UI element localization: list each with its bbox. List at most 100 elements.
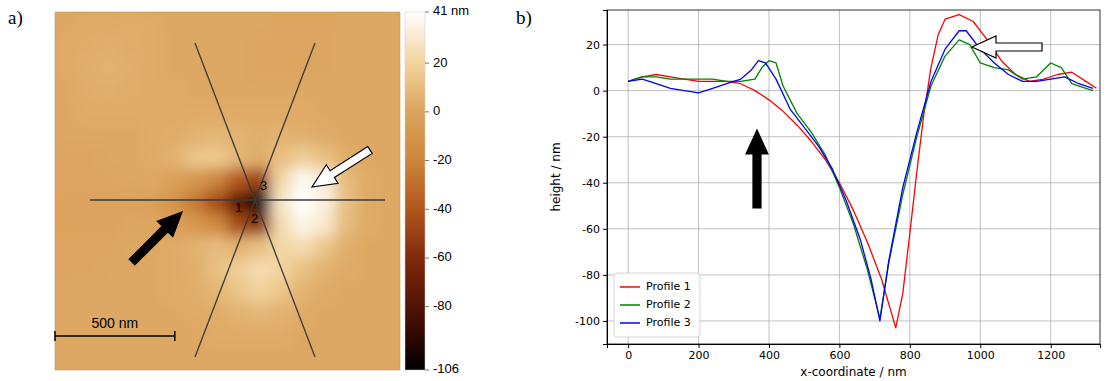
heatmap-cell — [206, 124, 228, 147]
heatmap-cell — [249, 236, 271, 259]
x-tick-mark — [1051, 344, 1052, 348]
colorbar-tick-label: 0 — [433, 103, 440, 118]
heatmap-cell — [163, 236, 185, 259]
heatmap-cell — [249, 12, 271, 35]
colorbar-tick — [425, 12, 429, 13]
heatmap-cell — [98, 236, 120, 259]
heatmap-cell — [163, 303, 185, 326]
heatmap-cell — [249, 57, 271, 80]
heatmap-cell — [120, 34, 142, 57]
x-tick: 800 — [900, 344, 921, 362]
heatmap-cell — [184, 79, 206, 102]
legend-swatch — [620, 304, 640, 306]
heatmap-cell — [271, 34, 293, 57]
y-tick-label: -40 — [582, 177, 600, 190]
grid-line-y — [607, 182, 1100, 183]
heatmap-cell — [292, 325, 314, 348]
heatmap-cell — [98, 348, 120, 370]
heatmap-cell — [357, 57, 379, 80]
heatmap-cell — [141, 169, 163, 192]
heatmap-cell — [184, 281, 206, 304]
heatmap-cell — [141, 57, 163, 80]
arrow-white — [312, 147, 372, 187]
x-tick-mark — [980, 344, 981, 348]
heatmap-cell — [314, 34, 336, 57]
profile-lines — [90, 43, 385, 357]
heatmap-cell — [98, 258, 120, 281]
heatmap-cell — [141, 281, 163, 304]
heatmap-cell — [206, 348, 228, 370]
heatmap-cell — [77, 213, 99, 236]
heatmap-cell — [292, 169, 314, 192]
heatmap-cell — [292, 57, 314, 80]
heatmap-cell — [228, 57, 250, 80]
y-tick: -60 — [582, 223, 607, 236]
legend-swatch — [620, 286, 640, 288]
x-tick-label: 600 — [829, 349, 850, 362]
x-tick-label: 800 — [900, 349, 921, 362]
heatmap-cell — [314, 12, 336, 35]
heatmap-cell — [357, 102, 379, 125]
heatmap-cell — [335, 191, 357, 214]
heatmap-cell — [335, 124, 357, 147]
heatmap-cell — [120, 348, 142, 370]
heatmap-cell — [314, 325, 336, 348]
panel-label: a) — [8, 7, 23, 29]
panel-a: a)123500 nm41 nm200-20-40-60-80-106 — [8, 3, 469, 376]
heatmap-cell — [378, 303, 400, 326]
colorbar-tick — [425, 63, 429, 64]
heatmap-cell — [206, 57, 228, 80]
y-tick: 20 — [586, 39, 607, 52]
heatmap-cell — [228, 348, 250, 370]
scale-bar: 500 nm — [55, 315, 175, 341]
heatmap-cell — [249, 124, 271, 147]
heatmap-cell — [314, 124, 336, 147]
x-tick-label: 200 — [689, 349, 710, 362]
heatmap-cell — [184, 124, 206, 147]
heatmap-cell — [228, 281, 250, 304]
heatmap-cell — [335, 325, 357, 348]
heatmap-cell — [357, 169, 379, 192]
heatmap-cell — [98, 213, 120, 236]
grid-line-x — [909, 10, 910, 344]
heatmap-cell — [335, 213, 357, 236]
y-tick-label: 0 — [593, 85, 600, 98]
heatmap-cell — [120, 124, 142, 147]
heatmap-cell — [163, 124, 185, 147]
x-tick-mark — [769, 344, 770, 348]
heatmap-cell — [120, 281, 142, 304]
heatmap-cell — [314, 348, 336, 370]
legend-label: Profile 2 — [646, 298, 691, 311]
heatmap-cell — [271, 79, 293, 102]
heatmap-cell — [77, 12, 99, 35]
heatmap-cell — [357, 303, 379, 326]
grid-line-y — [607, 228, 1100, 229]
grid-line-x — [980, 10, 981, 344]
x-tick: 600 — [829, 344, 850, 362]
y-tick-mark — [603, 275, 607, 276]
colorbar-tick — [425, 160, 429, 161]
heatmap-cell — [292, 258, 314, 281]
colorbar-tick-label: -20 — [433, 152, 452, 167]
heatmap-cell — [184, 191, 206, 214]
heatmap-cell — [206, 191, 228, 214]
heatmap-cell — [378, 102, 400, 125]
figure: a)123500 nm41 nm200-20-40-60-80-106b)020… — [0, 0, 1108, 381]
grid-line-x — [1050, 10, 1051, 344]
heatmap-cell — [120, 169, 142, 192]
heatmap-cell — [141, 12, 163, 35]
heatmap-cell — [271, 169, 293, 192]
heatmap-cell — [378, 124, 400, 147]
heatmap-cell — [228, 79, 250, 102]
heatmap-cell — [378, 281, 400, 304]
heatmap-cell — [292, 213, 314, 236]
heatmap-cell — [77, 281, 99, 304]
heatmap-cell — [228, 236, 250, 259]
colorbar-tick-label: -40 — [433, 201, 452, 216]
heatmap-cell — [184, 146, 206, 169]
heatmap-cell — [335, 236, 357, 259]
heatmap-cell — [206, 303, 228, 326]
heatmap-cell — [120, 146, 142, 169]
figure-container: a)123500 nm41 nm200-20-40-60-80-106b)020… — [0, 0, 1108, 381]
heatmap-cell — [249, 348, 271, 370]
